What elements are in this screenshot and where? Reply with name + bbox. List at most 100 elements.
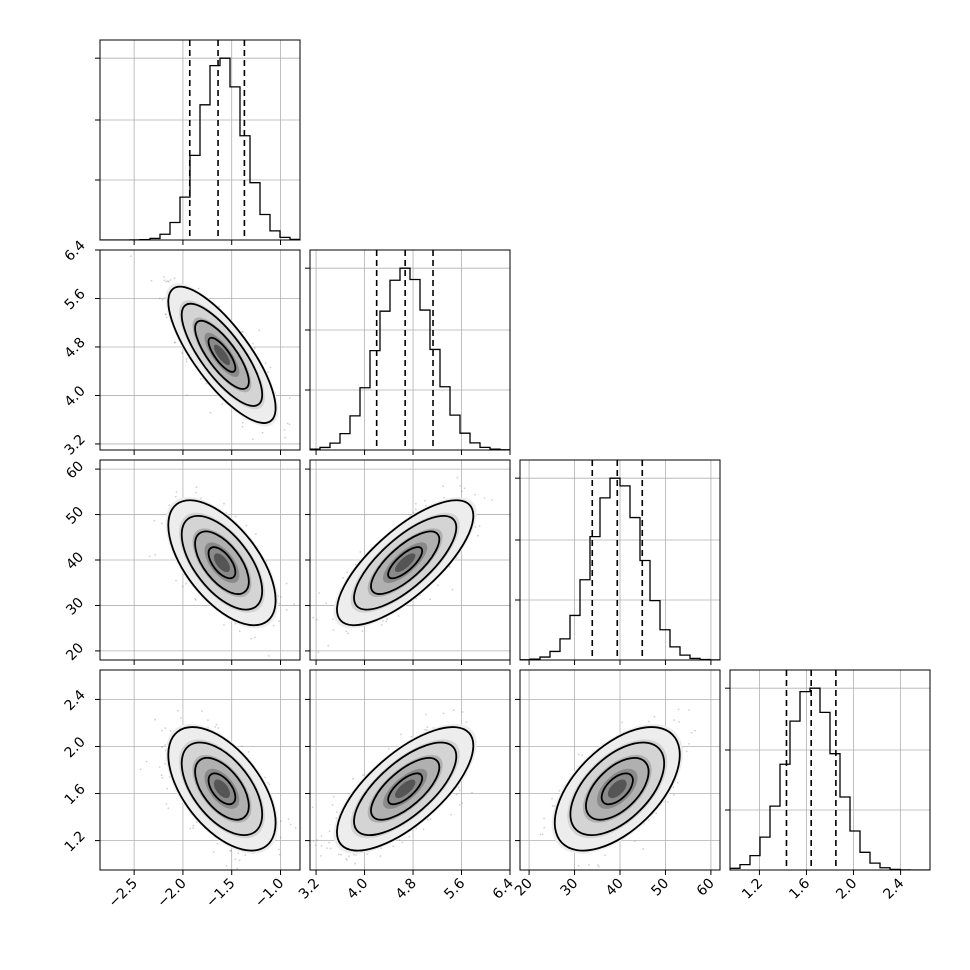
- sample-point: [205, 382, 208, 385]
- sample-point: [278, 620, 280, 622]
- sample-point: [294, 827, 297, 829]
- sample-point: [267, 781, 269, 784]
- y-tick-label: 1.2: [62, 828, 89, 855]
- sample-point: [174, 341, 176, 344]
- sample-point: [340, 853, 342, 856]
- sample-point: [244, 854, 247, 857]
- sample-point: [166, 787, 169, 790]
- sample-point: [261, 431, 264, 434]
- x-tick-label: −1.5: [203, 876, 238, 911]
- contour-line: [207, 546, 237, 580]
- sample-point: [426, 729, 428, 731]
- sample-point: [424, 728, 426, 731]
- sample-point: [169, 729, 172, 732]
- sample-point: [192, 824, 195, 827]
- density-fill: [394, 553, 416, 573]
- contour-line: [180, 741, 264, 837]
- sample-point: [267, 371, 269, 373]
- sample-point: [414, 502, 417, 505]
- sample-point: [328, 841, 330, 844]
- sample-point: [392, 845, 394, 848]
- sample-point: [158, 766, 161, 768]
- sample-point: [238, 859, 241, 862]
- panel-frame: [309, 249, 511, 451]
- sample-point: [409, 514, 411, 516]
- sample-point: [221, 403, 223, 406]
- sample-point: [443, 496, 445, 499]
- sample-point: [424, 504, 427, 507]
- sample-point: [312, 616, 315, 619]
- sample-point: [160, 774, 163, 776]
- sample-point: [477, 534, 479, 537]
- sample-point: [165, 803, 168, 805]
- sample-point: [199, 378, 202, 380]
- sample-point: [289, 823, 292, 826]
- sample-point: [415, 827, 418, 830]
- sample-point: [164, 727, 167, 730]
- sample-point: [244, 879, 246, 881]
- sample-point: [181, 352, 184, 355]
- sample-point: [457, 786, 460, 789]
- sample-point: [320, 835, 323, 837]
- sample-point: [278, 848, 280, 851]
- sample-point: [197, 287, 200, 290]
- contour-line: [180, 302, 264, 407]
- sample-point: [161, 746, 163, 749]
- sample-point: [280, 820, 282, 822]
- sample-point: [331, 804, 334, 806]
- sample-point: [234, 858, 237, 861]
- panel-frame: [99, 39, 301, 241]
- sample-point: [230, 849, 232, 852]
- sample-point: [241, 330, 244, 333]
- sample-point: [285, 582, 288, 585]
- sample-point: [450, 813, 452, 816]
- sample-point: [154, 718, 157, 721]
- x-tick-label: −2.5: [106, 876, 141, 911]
- contour-line: [207, 336, 237, 373]
- sample-point: [491, 499, 493, 501]
- sample-point: [194, 598, 197, 600]
- sample-point: [225, 865, 228, 867]
- panel-content: [310, 460, 510, 660]
- y-tick-label: 30: [63, 595, 87, 619]
- contour-line: [180, 514, 264, 611]
- sample-point: [214, 726, 217, 728]
- sample-point: [236, 867, 239, 870]
- sample-point: [283, 429, 286, 431]
- panel-0-0: [95, 39, 301, 245]
- sample-point: [424, 499, 426, 502]
- sample-point: [422, 828, 425, 830]
- sample-point: [174, 341, 176, 344]
- sample-point: [254, 533, 257, 535]
- sample-point: [452, 709, 455, 712]
- sample-point: [215, 723, 218, 726]
- sample-point: [237, 852, 240, 855]
- sample-point: [278, 602, 281, 605]
- sample-point: [161, 299, 164, 301]
- sample-point: [385, 620, 388, 623]
- sample-point: [179, 717, 182, 719]
- sample-point: [325, 602, 327, 605]
- sample-point: [458, 803, 461, 806]
- sample-point: [264, 362, 267, 365]
- sample-point: [429, 598, 432, 601]
- sample-point: [201, 710, 203, 712]
- density-fill: [213, 779, 231, 799]
- sample-point: [217, 727, 220, 729]
- sample-point: [429, 818, 432, 820]
- contour-line: [207, 772, 237, 806]
- sample-point: [437, 584, 439, 587]
- contour-line: [336, 499, 475, 627]
- sample-point: [195, 491, 197, 494]
- panel-frame: [99, 669, 301, 871]
- sample-point: [154, 553, 157, 556]
- sample-point: [345, 630, 348, 633]
- histogram-1: [310, 267, 510, 450]
- sample-point: [346, 571, 348, 573]
- sample-point: [424, 713, 427, 716]
- sample-point: [328, 830, 331, 833]
- sample-point: [397, 615, 400, 617]
- sample-point: [359, 551, 362, 553]
